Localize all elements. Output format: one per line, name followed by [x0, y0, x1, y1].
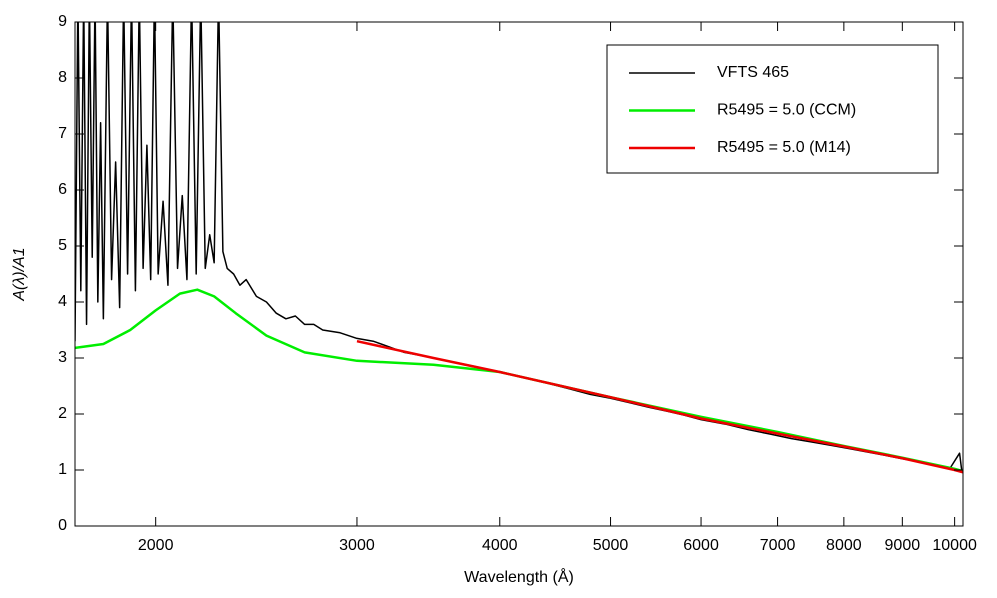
y-axis-label: A(λ)/A1 — [11, 247, 28, 301]
y-tick-label: 9 — [58, 13, 67, 30]
x-axis-label: Wavelength (Å) — [464, 567, 574, 586]
y-tick-label: 2 — [58, 405, 67, 422]
x-tick-label: 8000 — [826, 537, 862, 554]
data-line — [356, 339, 963, 474]
plot-area — [75, 22, 963, 474]
y-tick-label: 1 — [58, 461, 67, 478]
y-tick-label: 5 — [58, 237, 67, 254]
y-tick-label: 3 — [58, 349, 67, 366]
x-tick-label: 6000 — [683, 537, 719, 554]
x-tick-label: 4000 — [482, 537, 518, 554]
x-tick-label: 2000 — [138, 537, 174, 554]
plot-frame — [74, 21, 964, 527]
x-tick-label: 3000 — [339, 537, 375, 554]
legend-label: R5495 = 5.0 (CCM) — [717, 102, 856, 119]
y-tick-label: 0 — [58, 517, 67, 534]
y-tick-label: 6 — [58, 181, 67, 198]
x-tick-label: 5000 — [593, 537, 629, 554]
legend-label: VFTS 465 — [717, 64, 789, 81]
x-tick-label: 9000 — [885, 537, 921, 554]
y-tick-label: 7 — [58, 125, 67, 142]
y-tick-label: 8 — [58, 69, 67, 86]
legend-box — [606, 44, 939, 174]
legend-label: R5495 = 5.0 (M14) — [717, 139, 851, 156]
x-tick-label: 7000 — [760, 537, 796, 554]
x-tick-label: 10000 — [932, 537, 977, 554]
y-tick-label: 4 — [58, 293, 67, 310]
